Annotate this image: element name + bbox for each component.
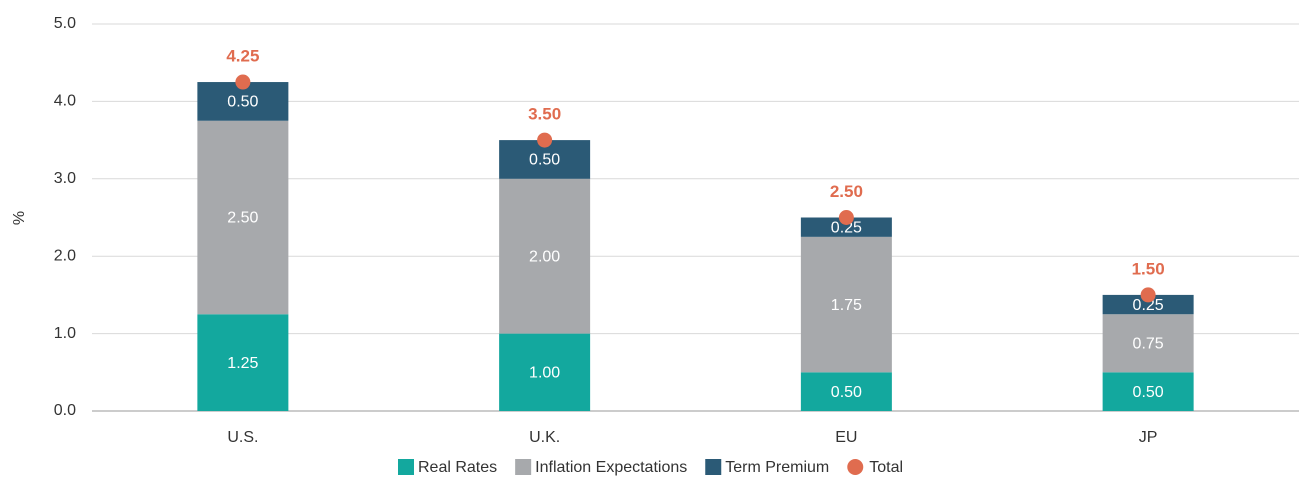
data-label: 1.75 [831, 297, 862, 314]
legend-swatch [515, 459, 532, 475]
data-label: 1.00 [529, 365, 560, 382]
y-tick-label: 3.0 [54, 170, 76, 187]
data-label: 1.25 [227, 355, 258, 372]
total-label: 1.50 [1132, 259, 1165, 278]
data-label: 0.25 [831, 219, 862, 236]
data-label: 0.50 [831, 384, 862, 401]
bar-segment [1102, 294, 1194, 315]
bar-segment [800, 372, 892, 411]
data-label: 0.50 [227, 94, 258, 111]
legend-label: Total [869, 459, 903, 476]
x-tick-label: U.K. [529, 429, 560, 446]
data-label: 0.75 [1133, 335, 1164, 352]
legend-swatch [847, 459, 864, 475]
total-dot [1140, 287, 1156, 303]
y-tick-label: 4.0 [54, 93, 76, 110]
y-axis-label: % [11, 211, 28, 225]
y-tick-label: 1.0 [54, 325, 76, 342]
data-label: 2.00 [529, 248, 560, 265]
total-dot [537, 132, 553, 148]
bar-segment [499, 333, 591, 411]
data-label: 0.25 [1133, 297, 1164, 314]
legend-swatch [398, 459, 414, 475]
bar-segment [800, 217, 892, 237]
data-label: 2.50 [227, 210, 258, 227]
y-tick-label: 2.0 [54, 247, 76, 264]
legend-swatch [705, 459, 722, 475]
total-label: 3.50 [528, 105, 561, 124]
x-tick-label: EU [835, 429, 857, 446]
legend-label: Real Rates [418, 459, 497, 476]
bar-segment [197, 120, 289, 315]
x-tick-label: JP [1139, 429, 1158, 446]
total-dot [235, 74, 251, 90]
total-label: 4.25 [226, 47, 259, 66]
total-dot [838, 210, 854, 225]
data-label: 0.50 [1133, 384, 1164, 401]
y-tick-label: 5.0 [54, 15, 76, 32]
y-tick-label: 0.0 [54, 402, 76, 419]
bar-segment [1102, 314, 1194, 373]
data-label: 0.50 [529, 152, 560, 169]
bar-segment [499, 178, 591, 334]
bar-segment [1102, 372, 1194, 411]
legend-label: Term Premium [725, 459, 829, 476]
total-label: 2.50 [830, 182, 863, 201]
x-tick-label: U.S. [227, 429, 258, 446]
legend-label: Inflation Expectations [535, 459, 687, 476]
bar-segment [800, 236, 892, 373]
bar-segment [197, 314, 289, 411]
